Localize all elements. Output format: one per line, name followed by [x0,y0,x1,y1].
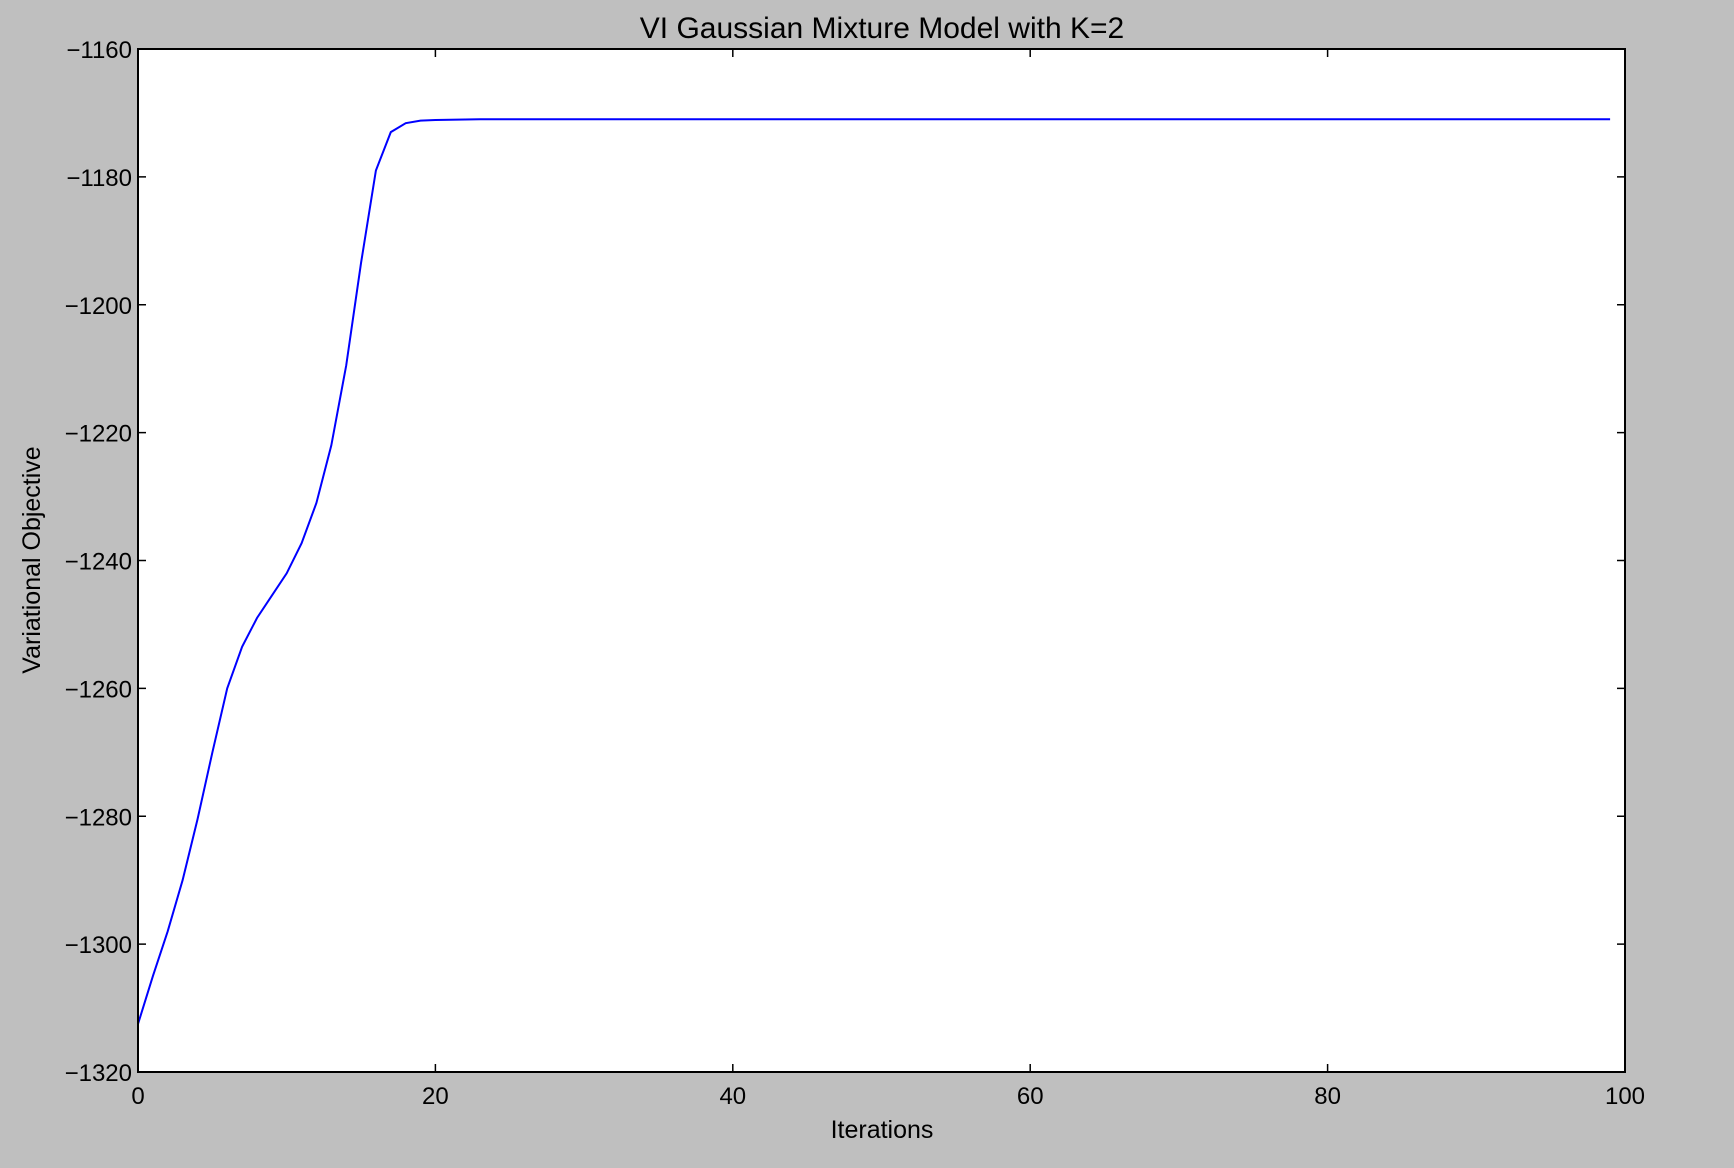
x-tick-label: 80 [1314,1083,1341,1110]
y-tick-label: −1300 [65,932,132,959]
y-tick-labels: −1320 −1300 −1280 −1260 −1240 −1220 −1200 −1180… [65,37,132,1087]
y-tick-label: −1200 [65,293,132,320]
chart-title: VI Gaussian Mixture Model with K=2 [640,12,1124,45]
x-tick-label: 0 [131,1083,144,1110]
y-tick-label: −1220 [65,421,132,448]
x-tick-label: 100 [1605,1083,1645,1110]
y-tick-label: −1180 [66,165,132,192]
x-tick-label: 20 [422,1083,449,1110]
y-tick-label: −1260 [65,676,132,703]
x-tick-label: 60 [1017,1083,1044,1110]
plot-frame [137,48,1626,1073]
y-tick-label: −1280 [65,804,132,831]
x-tick-label: 40 [719,1083,746,1110]
x-axis-label: Iterations [831,1116,934,1144]
plot-area [138,49,1625,1072]
series-line [137,118,1611,1025]
y-tick-label: −1240 [65,549,132,576]
y-axis-label: Variational Objective [18,446,46,673]
x-tick-labels: 0 20 40 60 80 100 [131,1083,1645,1110]
y-tick-label: −1320 [65,1060,132,1087]
y-tick-label: −1160 [66,37,132,64]
